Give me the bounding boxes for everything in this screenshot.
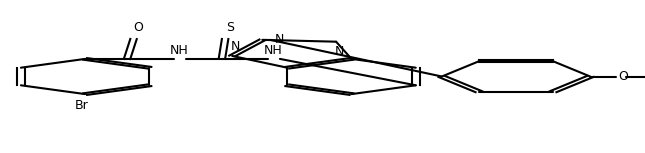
Text: NH: NH [264, 44, 283, 57]
Text: N: N [335, 45, 344, 58]
Text: N: N [275, 33, 284, 46]
Text: O: O [618, 70, 628, 83]
Text: N: N [231, 40, 240, 53]
Text: NH: NH [169, 44, 188, 57]
Text: O: O [134, 21, 144, 34]
Text: S: S [226, 21, 234, 34]
Text: Br: Br [75, 99, 89, 112]
